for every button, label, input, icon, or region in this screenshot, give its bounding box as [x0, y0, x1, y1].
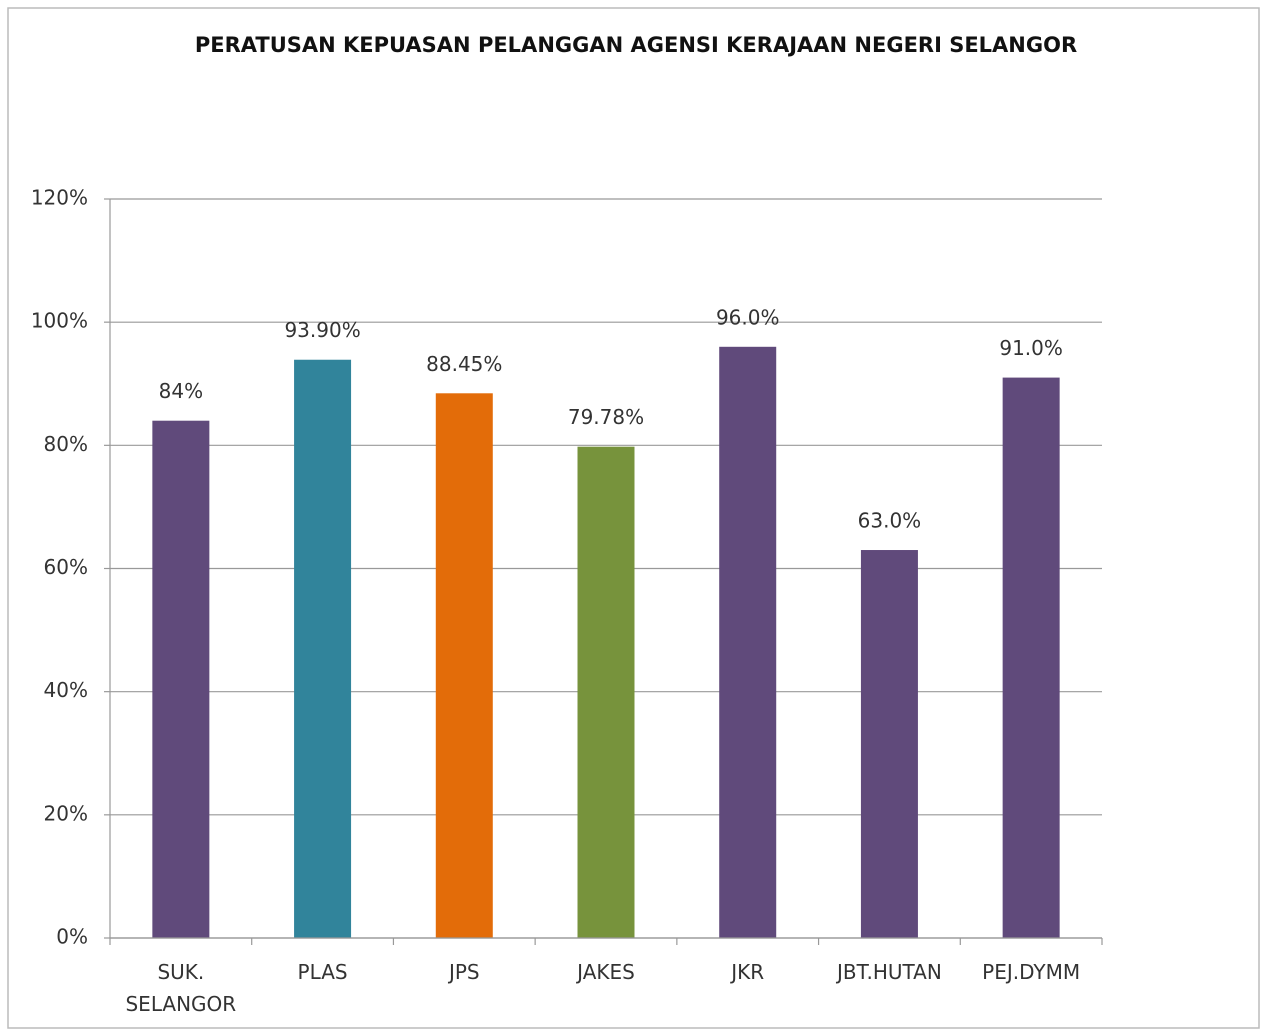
value-label: 84% [159, 379, 203, 403]
y-tick-label: 40% [44, 678, 88, 702]
y-tick-label: 20% [44, 801, 88, 825]
value-label: 88.45% [426, 352, 502, 376]
x-tick-label: JPS [448, 960, 480, 984]
y-tick-label: 0% [56, 925, 88, 949]
value-label: 79.78% [568, 405, 644, 429]
chart-title: PERATUSAN KEPUASAN PELANGGAN AGENSI KERA… [195, 33, 1077, 57]
value-label: 96.0% [716, 305, 780, 329]
x-tick-label: JBT.HUTAN [837, 960, 942, 984]
value-label: 63.0% [858, 509, 922, 533]
bar [152, 420, 210, 938]
y-tick-label: 100% [31, 309, 88, 333]
x-tick-label: JAKES [577, 960, 635, 984]
bar [860, 550, 918, 938]
bar [577, 446, 635, 938]
x-tick-label: PLAS [297, 960, 348, 984]
value-label: 93.90% [284, 318, 360, 342]
bar [719, 346, 777, 938]
value-label: 91.0% [999, 336, 1063, 360]
x-tick-label: SUK. SELANGOR [125, 960, 237, 1016]
bar [1002, 377, 1060, 938]
bar [294, 359, 352, 938]
y-tick-label: 120% [31, 186, 88, 210]
bar [435, 393, 493, 938]
y-tick-label: 80% [44, 432, 88, 456]
x-tick-label: JKR [731, 960, 765, 984]
x-tick-label: PEJ.DYMM [982, 960, 1081, 984]
y-tick-label: 60% [44, 555, 88, 579]
chart-border [7, 7, 1260, 1029]
